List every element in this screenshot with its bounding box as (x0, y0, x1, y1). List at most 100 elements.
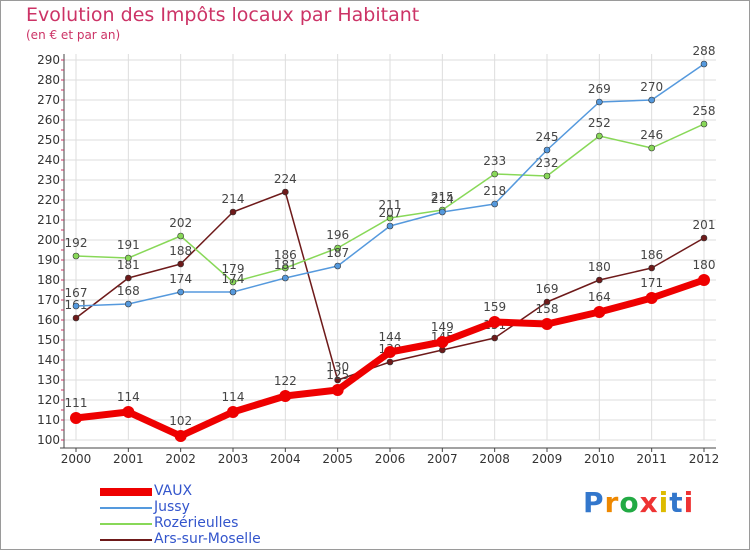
x-tick-label: 2004 (270, 452, 301, 466)
y-tick-label: 260 (37, 113, 60, 127)
legend-item: Rozérieulles (100, 515, 320, 532)
data-point (541, 318, 553, 330)
data-label: 191 (117, 238, 140, 252)
x-tick-label: 2007 (427, 452, 458, 466)
data-point (596, 276, 603, 284)
series-roz-rieulles: 192 191 202 179 186 196 211 215 233 232 252 246 258 (65, 104, 715, 286)
x-tick-label: 2009 (532, 452, 563, 466)
data-point (491, 334, 498, 342)
data-label: 252 (588, 116, 611, 130)
legend-swatch (100, 488, 152, 496)
data-label: 114 (117, 390, 140, 404)
data-label: 192 (65, 236, 88, 250)
data-point (279, 390, 292, 402)
data-label: 111 (65, 396, 88, 410)
data-label: 245 (536, 130, 559, 144)
data-point (436, 336, 449, 348)
y-tick-label: 220 (37, 193, 60, 207)
y-tick-label: 290 (37, 53, 60, 67)
data-point (491, 200, 498, 208)
data-label: 211 (379, 198, 402, 212)
data-label: 174 (169, 272, 192, 286)
data-point (700, 60, 708, 68)
data-point (72, 252, 80, 260)
data-label: 158 (536, 302, 559, 316)
data-label: 186 (640, 248, 663, 262)
x-tick-label: 2010 (584, 452, 615, 466)
data-point (543, 172, 551, 180)
chart-title: Evolution des Impôts locaux par Habitant (26, 4, 420, 26)
data-label: 201 (693, 218, 716, 232)
data-label: 196 (326, 228, 349, 242)
data-label: 188 (169, 244, 192, 258)
chart-legend: VAUX Jussy Rozérieulles Ars-sur-Moselle (100, 483, 320, 548)
data-label: 149 (431, 320, 454, 334)
data-point (229, 208, 237, 216)
data-label: 186 (274, 248, 297, 262)
data-label: 180 (588, 260, 611, 274)
data-point (386, 222, 394, 230)
data-point (125, 274, 132, 282)
data-point (596, 98, 603, 106)
data-point (698, 274, 710, 286)
data-point (648, 144, 655, 152)
data-point (282, 188, 289, 196)
x-tick-label: 2001 (113, 452, 144, 466)
data-point (593, 306, 606, 318)
data-label: 144 (379, 330, 402, 344)
brand-letter: P (583, 486, 605, 519)
y-tick-label: 120 (37, 393, 60, 407)
data-label: 288 (693, 44, 716, 58)
y-tick-label: 100 (37, 433, 60, 447)
legend-swatch (100, 539, 152, 541)
x-tick-label: 2002 (165, 452, 196, 466)
data-point (386, 214, 394, 222)
series-vaux: 111 114 102 114 122 125 144 149 159 158 164 171 180 (65, 258, 715, 442)
data-label: 233 (483, 154, 506, 168)
data-point (491, 170, 498, 178)
legend-label: Ars-sur-Moselle (154, 531, 261, 547)
x-tick-label: 2012 (689, 452, 720, 466)
data-point (700, 234, 708, 242)
y-tick-label: 230 (37, 173, 60, 187)
legend-label: Rozérieulles (154, 515, 239, 531)
data-point (331, 384, 344, 396)
x-tick-label: 2006 (375, 452, 406, 466)
y-tick-label: 240 (37, 153, 60, 167)
data-label: 171 (640, 276, 663, 290)
data-label: 122 (274, 374, 297, 388)
data-point (72, 302, 80, 310)
legend-label: Jussy (154, 499, 190, 515)
data-label: 102 (169, 414, 192, 428)
data-point (334, 244, 341, 252)
data-label: 207 (379, 206, 402, 220)
x-tick-label: 2003 (218, 452, 249, 466)
data-point (488, 316, 501, 328)
data-point (177, 260, 184, 268)
data-point (543, 298, 551, 306)
data-label: 179 (222, 262, 245, 276)
brand-letter: t (669, 486, 684, 519)
data-label: 246 (640, 128, 663, 142)
legend-label: VAUX (154, 483, 193, 499)
data-label: 181 (117, 258, 140, 272)
data-label: 169 (536, 282, 559, 296)
y-tick-label: 280 (37, 73, 60, 87)
data-point (648, 264, 655, 272)
data-point (645, 292, 658, 304)
data-point (282, 264, 289, 272)
series-jussy: 167 168 174 174 181 187 207 214 218 245 269 270 288 (65, 44, 716, 310)
data-point (177, 232, 184, 240)
series-ars-sur-moselle: 161181188214224130139145151169180186201 (65, 172, 716, 384)
data-point (334, 262, 341, 270)
brand-letter: o (619, 486, 640, 519)
y-tick-label: 160 (37, 313, 60, 327)
data-point (229, 288, 237, 296)
y-tick-label: 170 (37, 293, 60, 307)
y-tick-label: 130 (37, 373, 60, 387)
brand-letter: x (639, 486, 659, 519)
data-point (122, 406, 135, 418)
data-label: 125 (326, 368, 349, 382)
data-point (227, 406, 239, 418)
